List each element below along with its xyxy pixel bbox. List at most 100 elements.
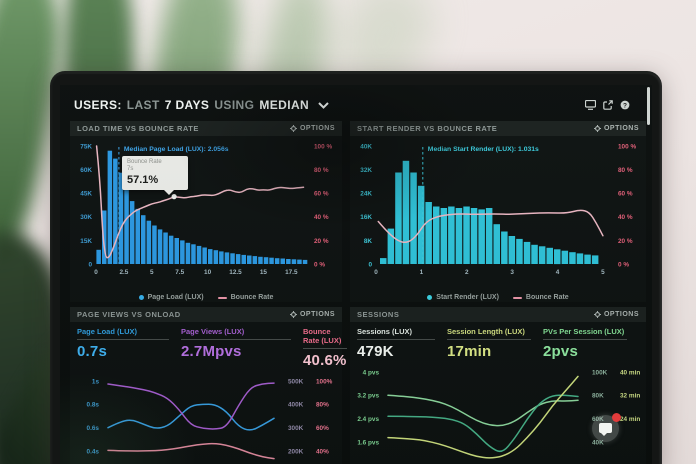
- svg-text:80 %: 80 %: [618, 167, 633, 174]
- median-marker-label: Median Page Load (LUX): 2.056s: [124, 146, 229, 153]
- filter-using-label: USING: [214, 98, 255, 112]
- options-button[interactable]: OPTIONS: [593, 125, 639, 132]
- svg-text:0: 0: [88, 261, 92, 268]
- series-line-bounce-rate-lux-: [107, 442, 275, 460]
- gear-icon: [593, 125, 601, 132]
- filter-dropdown[interactable]: USERS: LAST 7 DAYS USING MEDIAN: [74, 98, 329, 112]
- svg-text:40K: 40K: [360, 143, 372, 150]
- metric-label: PVs Per Session (LUX): [543, 327, 627, 340]
- filter-median-label: MEDIAN: [259, 98, 310, 112]
- metric-sessions: Sessions (LUX) 479K: [357, 327, 447, 360]
- svg-text:30K: 30K: [80, 214, 92, 221]
- chat-launcher-button[interactable]: [592, 413, 621, 442]
- legend-label: Bounce Rate: [525, 294, 569, 301]
- histogram-bars: [380, 160, 599, 265]
- filter-last-label: LAST: [126, 98, 160, 112]
- gear-icon: [593, 311, 601, 318]
- chart-area: Median Page Load (LUX): 2.056s 75K 60K 45K 3…: [70, 136, 342, 291]
- tooltip-value: 57.1%: [127, 174, 159, 186]
- series-line-pvs-per-session-lux-: [387, 394, 579, 427]
- options-button[interactable]: OPTIONS: [289, 311, 335, 318]
- dashboard-screen: USERS: LAST 7 DAYS USING MEDIAN: [60, 85, 652, 464]
- svg-text:2.4 pvs: 2.4 pvs: [357, 416, 379, 423]
- svg-text:45K: 45K: [80, 191, 92, 198]
- svg-text:20 %: 20 %: [618, 238, 633, 245]
- svg-text:100 %: 100 %: [314, 143, 332, 150]
- legend-label: Page Load (LUX): [147, 294, 204, 301]
- svg-text:0 %: 0 %: [618, 261, 629, 268]
- gear-icon: [289, 311, 297, 318]
- svg-text:17.5: 17.5: [285, 269, 298, 276]
- chart-area: 4 pvs 3.2 pvs 2.4 pvs 1.6 pvs 100K 40 min 80K 3…: [350, 360, 646, 464]
- panel-header: SESSIONS OPTIONS: [350, 307, 646, 322]
- svg-text:5: 5: [150, 269, 154, 276]
- series-line-session-length-lux-: [387, 375, 579, 459]
- monitor-icon[interactable]: [585, 100, 596, 110]
- svg-text:3: 3: [510, 269, 514, 276]
- svg-text:60K: 60K: [80, 167, 92, 174]
- svg-text:32K: 32K: [360, 167, 372, 174]
- bounce-rate-line: [377, 209, 604, 244]
- legend-line-swatch: [512, 296, 522, 299]
- svg-text:60 %: 60 %: [314, 191, 329, 198]
- svg-text:80K: 80K: [592, 393, 604, 400]
- legend-dot-swatch: [427, 295, 433, 300]
- svg-text:32 min: 32 min: [620, 393, 640, 400]
- svg-text:300K: 300K: [288, 425, 304, 432]
- options-button[interactable]: OPTIONS: [593, 311, 639, 318]
- chat-bubble-icon: [599, 423, 612, 436]
- svg-text:15K: 15K: [80, 238, 92, 245]
- help-icon[interactable]: ?: [620, 100, 630, 110]
- start-render-histogram-chart[interactable]: Median Start Render (LUX): 1.031s 40K 32K 2…: [350, 136, 646, 286]
- metric-label: Page Load (LUX): [77, 327, 169, 340]
- filter-days-label: 7 DAYS: [164, 98, 210, 112]
- svg-text:100 %: 100 %: [618, 143, 636, 150]
- svg-text:4: 4: [556, 269, 560, 276]
- scrollbar[interactable]: [647, 87, 650, 125]
- svg-text:80 %: 80 %: [314, 167, 329, 174]
- svg-text:40 min: 40 min: [620, 369, 640, 376]
- svg-text:3.2 pvs: 3.2 pvs: [357, 393, 379, 400]
- options-button[interactable]: OPTIONS: [289, 125, 335, 132]
- metric-value: 479K: [357, 343, 394, 360]
- svg-text:40 %: 40 %: [314, 214, 329, 221]
- svg-text:0.8s: 0.8s: [87, 402, 100, 409]
- metric-label: Sessions (LUX): [357, 327, 435, 340]
- svg-text:0.6s: 0.6s: [87, 425, 100, 432]
- panel-header: START RENDER VS BOUNCE RATE OPTIONS: [350, 121, 646, 136]
- svg-text:8K: 8K: [364, 238, 373, 245]
- metric-page-load: Page Load (LUX) 0.7s: [77, 327, 181, 369]
- svg-text:0: 0: [94, 269, 98, 276]
- median-marker-label: Median Start Render (LUX): 1.031s: [428, 146, 539, 153]
- options-label: OPTIONS: [603, 125, 639, 132]
- page-views-trend-chart[interactable]: 1s 0.8s 0.6s 0.4s 500K 100% 400K 80% 300K 60% 200K…: [70, 369, 342, 464]
- svg-text:7.5: 7.5: [175, 269, 184, 276]
- svg-text:12.5: 12.5: [229, 269, 242, 276]
- metric-session-length: Session Length (LUX) 17min: [447, 327, 543, 360]
- panel-header: PAGE VIEWS VS ONLOAD OPTIONS: [70, 307, 342, 322]
- series-line-page-load-lux-: [107, 403, 275, 431]
- tooltip-marker-dot: [171, 194, 177, 200]
- series-line-page-views-lux-: [107, 382, 275, 430]
- panel-header: LOAD TIME VS BOUNCE RATE OPTIONS: [70, 121, 342, 136]
- load-time-histogram-chart[interactable]: Median Page Load (LUX): 2.056s 75K 60K 45K 3…: [70, 136, 342, 286]
- metrics-row: Page Load (LUX) 0.7s Page Views (LUX) 2.…: [70, 322, 347, 369]
- metrics-row: Sessions (LUX) 479K Session Length (LUX)…: [350, 322, 646, 360]
- panel-page-views-vs-onload: PAGE VIEWS VS ONLOAD OPTIONS: [70, 307, 347, 464]
- options-label: OPTIONS: [603, 311, 639, 318]
- svg-text:1: 1: [420, 269, 424, 276]
- svg-text:16K: 16K: [360, 214, 372, 221]
- metric-value: 17min: [447, 343, 492, 360]
- legend-item: Bounce Rate: [217, 294, 274, 301]
- panel-title: SESSIONS: [357, 310, 400, 319]
- svg-text:24K: 24K: [360, 191, 372, 198]
- panel-title: LOAD TIME VS BOUNCE RATE: [77, 124, 199, 133]
- sessions-trend-chart[interactable]: 4 pvs 3.2 pvs 2.4 pvs 1.6 pvs 100K 40 min 80K 3…: [350, 360, 646, 464]
- svg-text:20 %: 20 %: [314, 238, 329, 245]
- histogram-bars: [96, 150, 308, 264]
- svg-text:0: 0: [368, 261, 372, 268]
- legend-label: Bounce Rate: [230, 294, 274, 301]
- share-icon[interactable]: [603, 100, 613, 110]
- svg-text:1s: 1s: [92, 378, 100, 385]
- svg-text:100%: 100%: [316, 378, 333, 385]
